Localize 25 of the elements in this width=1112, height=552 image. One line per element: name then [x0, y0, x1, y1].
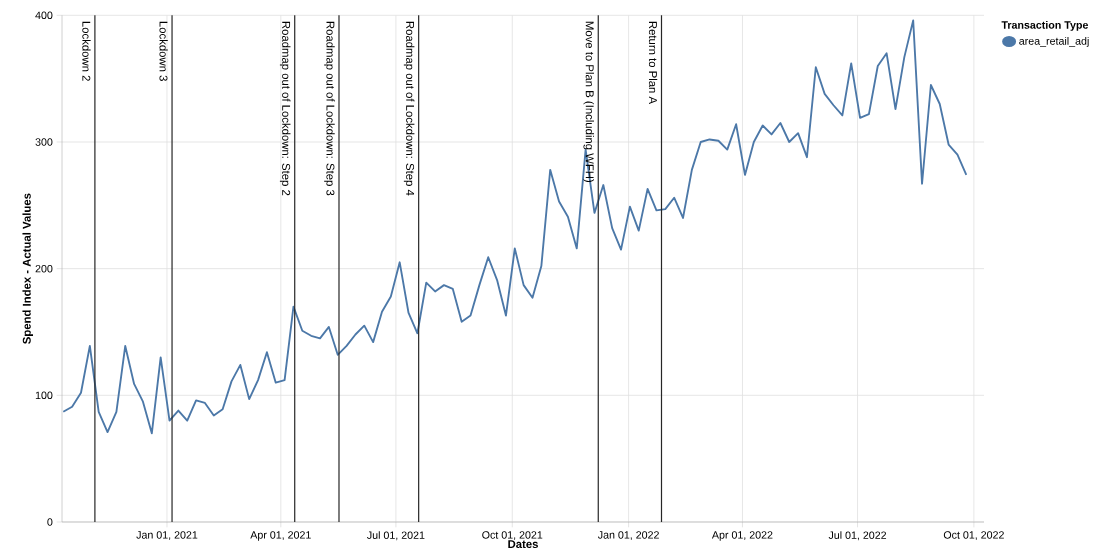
x-tick-label: Jan 01, 2021 — [136, 531, 198, 540]
x-tick-label: Apr 01, 2022 — [711, 531, 773, 541]
ref-line-label: Roadmap out of Lockdown: Step 4 — [403, 21, 415, 196]
x-tick-label: Jan 01, 2022 — [597, 531, 659, 540]
x-tick-label: Oct 01, 2021 — [482, 531, 543, 540]
x-tick-label: Jul 01, 2021 — [367, 531, 425, 541]
legend-label: area_retail_adj — [1019, 36, 1089, 47]
y-tick-label: 0 — [47, 518, 53, 526]
x-tick-label: Oct 01, 2022 — [943, 531, 1004, 540]
ref-line-label: Roadmap out of Lockdown: Step 3 — [324, 21, 335, 196]
ref-line-label: Move to Plan B (Including WFH) — [583, 21, 594, 183]
line-series — [62, 19, 968, 435]
y-tick-label: 100 — [35, 391, 53, 400]
ref-line-label: Lockdown 2 — [82, 21, 91, 81]
y-tick-label: 400 — [35, 11, 53, 20]
ref-line-label: Roadmap out of Lockdown: Step 2 — [279, 21, 291, 196]
ref-line-label: Return to Plan A — [648, 21, 658, 105]
x-axis-title: Dates — [508, 540, 538, 549]
ref-line-label: Lockdown 3 — [159, 21, 168, 81]
y-tick-label: 200 — [35, 264, 53, 273]
y-axis-title: Spend Index - Actual Values — [22, 193, 34, 344]
x-tick-label: Apr 01, 2021 — [250, 531, 311, 541]
legend-title: Transaction Type — [1001, 20, 1089, 31]
y-tick-label: 300 — [35, 138, 53, 146]
x-tick-label: Jul 01, 2022 — [828, 531, 887, 541]
